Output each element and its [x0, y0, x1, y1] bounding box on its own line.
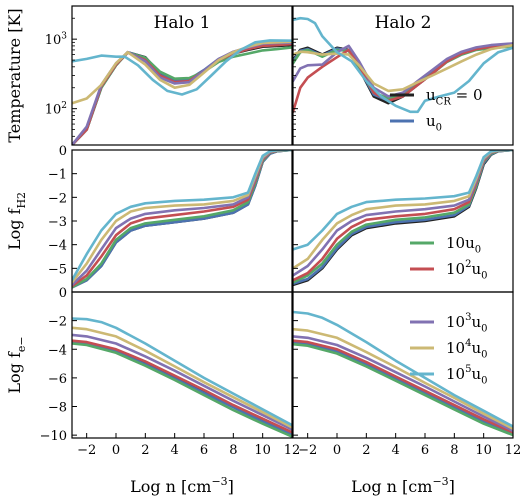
series-group	[293, 310, 513, 437]
legend-entry: 105u0	[410, 364, 488, 387]
series-line-10^4u0	[72, 150, 292, 284]
x-tick-label: 12	[284, 443, 301, 458]
x-tick-label: 12	[505, 443, 520, 458]
legend-entry: 102u0	[410, 259, 488, 282]
panel-frame	[71, 291, 293, 439]
series-group	[72, 317, 292, 438]
y-tick-label: −6	[48, 372, 67, 387]
series-group	[293, 150, 513, 287]
y-tick-label: −1	[48, 168, 67, 183]
series-line-10^4u0	[72, 40, 292, 105]
legend-entry: 10u0	[410, 234, 481, 256]
series-line-u0	[293, 341, 513, 436]
panel-r2-c1	[292, 291, 514, 439]
y-tick-label: 0	[59, 286, 67, 301]
series-line-10^3u0	[293, 335, 513, 433]
y-tick-label: −2	[48, 315, 67, 330]
legend-entry: u0	[390, 112, 442, 134]
y-tick-label: −8	[48, 401, 67, 416]
x-axis-label: Log n [cm−3]	[130, 475, 234, 496]
panel-r0-c0	[71, 5, 293, 146]
x-tick-label: 10	[254, 443, 271, 458]
series-line-10^4u0	[293, 43, 513, 93]
panel-r1-c0	[71, 149, 293, 293]
series-group	[72, 39, 292, 145]
series-line-10^2u0	[72, 339, 292, 434]
series-line-10^5u0	[293, 150, 513, 251]
y-tick-label: −2	[48, 191, 67, 206]
y-tick-label: −4	[48, 343, 67, 358]
series-line-10^5u0	[293, 16, 513, 114]
series-line-10^5u0	[72, 317, 292, 427]
series-line-10u0	[72, 46, 292, 145]
x-tick-label: 10	[475, 443, 492, 458]
legend-label: u0	[426, 112, 442, 134]
x-tick-label: 2	[141, 443, 149, 458]
y-tick-label: 0	[59, 144, 67, 159]
legend-entry: 104u0	[410, 338, 488, 361]
series-line-10^5u0	[293, 310, 513, 428]
x-tick-label: −2	[298, 443, 317, 458]
legend-label: 10u0	[446, 234, 481, 256]
column-title: Halo 1	[154, 13, 211, 33]
y-tick-label: −4	[48, 239, 67, 254]
series-group	[72, 150, 292, 289]
column-title: Halo 2	[375, 13, 432, 33]
y-axis-label: Log fe−	[5, 336, 28, 393]
series-line-10u0	[293, 342, 513, 437]
legend-label: 104u0	[446, 338, 488, 360]
y-tick-label: −5	[48, 262, 67, 277]
series-line-10^3u0	[293, 42, 513, 98]
x-tick-label: 8	[450, 443, 458, 458]
series-group	[293, 16, 513, 114]
legend-entry: 103u0	[410, 312, 488, 335]
x-tick-label: 6	[421, 443, 429, 458]
x-tick-label: 2	[362, 443, 370, 458]
y-axis-label: Temperature [K]	[5, 8, 24, 142]
series-line-10^5u0	[72, 150, 292, 282]
x-tick-label: 0	[112, 443, 120, 458]
series-line-10^5u0	[72, 39, 292, 96]
x-tick-label: 0	[333, 443, 341, 458]
y-tick-label: −3	[48, 215, 67, 230]
legend-entry: uCR = 0	[390, 86, 483, 108]
legend-label: 103u0	[446, 312, 488, 334]
series-line-10^3u0	[72, 150, 292, 287]
series-line-10^4u0	[72, 326, 292, 429]
legend-label: 102u0	[446, 259, 488, 281]
series-line-10^4u0	[293, 327, 513, 430]
y-axis-label: Log fH2	[5, 192, 28, 250]
x-axis-label: Log n [cm−3]	[351, 475, 455, 496]
panel-r0-c1	[292, 5, 514, 146]
series-line-10u0	[72, 342, 292, 438]
y-tick-label: 103	[45, 31, 68, 48]
panel-r2-c0	[71, 291, 293, 439]
series-line-10^2u0	[293, 339, 513, 434]
x-tick-label: 4	[171, 443, 179, 458]
legend-label: 105u0	[446, 364, 488, 386]
x-tick-label: 6	[200, 443, 208, 458]
x-tick-label: 4	[392, 443, 400, 458]
x-tick-label: −2	[77, 443, 96, 458]
y-tick-label: −10	[40, 429, 67, 444]
x-tick-label: 8	[229, 443, 237, 458]
legend-label: uCR = 0	[426, 86, 483, 108]
y-tick-label: 102	[45, 101, 67, 118]
panel-frame	[292, 291, 514, 439]
series-line-10^3u0	[72, 333, 292, 431]
